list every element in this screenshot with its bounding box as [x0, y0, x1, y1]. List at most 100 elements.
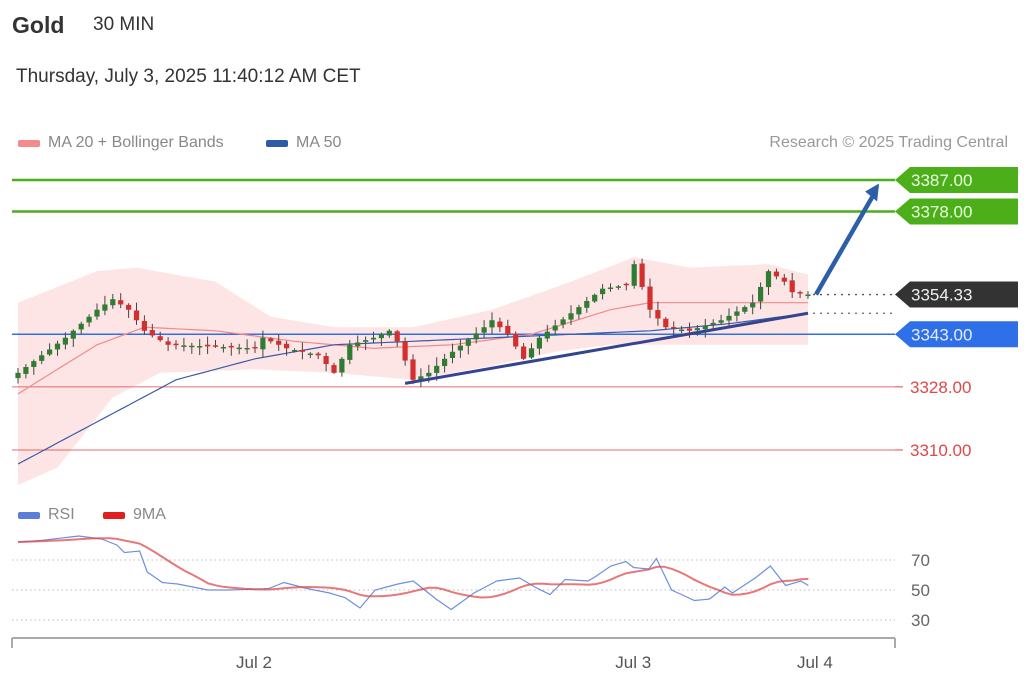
- candle: [126, 303, 132, 318]
- candle: [497, 317, 503, 332]
- candle-body: [157, 336, 163, 341]
- ma50-line: [17, 312, 809, 465]
- candle-body: [307, 353, 313, 356]
- candle: [47, 343, 53, 357]
- candle-body: [291, 350, 298, 352]
- candle: [765, 269, 772, 296]
- candle: [189, 342, 195, 354]
- candle: [268, 337, 274, 344]
- candle-body: [426, 372, 432, 377]
- candle: [78, 321, 84, 334]
- candle: [102, 295, 108, 316]
- timeframe-label[interactable]: 30 MIN: [93, 14, 155, 35]
- candle: [157, 331, 163, 342]
- candle-body: [252, 346, 258, 349]
- candle-body: [110, 299, 116, 306]
- candle-body: [750, 302, 756, 308]
- candle: [742, 305, 748, 314]
- candle: [94, 303, 100, 320]
- candle-body: [410, 359, 416, 380]
- candle: [607, 283, 614, 292]
- rsi-tick-label: 70: [911, 551, 930, 570]
- candle-body: [173, 343, 179, 346]
- candle-body: [118, 300, 124, 305]
- time-tick-label: Jul 2: [236, 653, 272, 672]
- candle-body: [765, 271, 772, 288]
- candle: [70, 329, 76, 347]
- candle-body: [647, 286, 653, 310]
- candle: [750, 294, 756, 315]
- arrow-head-icon: [865, 183, 880, 202]
- candle: [212, 339, 219, 348]
- candle: [284, 340, 290, 356]
- legend-ma50: MA 50: [266, 134, 341, 152]
- candle: [165, 337, 171, 352]
- candle-body: [355, 342, 361, 347]
- legend-ma20-label: MA 20 + Bollinger Bands: [48, 134, 224, 151]
- candle-body: [394, 331, 400, 342]
- legend-9ma: 9MA: [103, 506, 166, 524]
- candle-body: [141, 320, 147, 331]
- candle: [173, 340, 179, 350]
- candle-body: [47, 349, 53, 355]
- candle: [536, 335, 542, 355]
- level-value: 3343.00: [911, 325, 972, 344]
- candle-body: [805, 294, 811, 297]
- candle: [315, 352, 321, 360]
- candle-body: [726, 315, 732, 321]
- candle-body: [370, 337, 377, 340]
- candle: [197, 339, 203, 356]
- legend-rsi: RSI: [18, 506, 75, 524]
- candle-body: [165, 341, 171, 345]
- candle-body: [473, 333, 479, 340]
- candle: [15, 367, 21, 384]
- candle-body: [102, 304, 108, 311]
- candle: [54, 340, 61, 356]
- candle-body: [505, 325, 511, 335]
- rsi-tick-label: 50: [911, 581, 930, 600]
- ma50-swatch-icon: [266, 139, 288, 147]
- candle: [584, 296, 590, 313]
- candle: [805, 291, 811, 299]
- candle-body: [205, 344, 211, 347]
- candle: [734, 306, 740, 322]
- candle: [521, 342, 527, 361]
- level-tag: [895, 281, 1018, 308]
- candle-body: [552, 325, 558, 331]
- candle-body: [54, 343, 61, 350]
- candle: [758, 282, 764, 310]
- candle-body: [323, 356, 329, 365]
- candle-body: [260, 337, 266, 350]
- candle-body: [797, 292, 803, 294]
- candle-body: [758, 286, 764, 302]
- candle: [789, 273, 795, 298]
- candle: [718, 314, 724, 325]
- candle: [228, 342, 234, 356]
- rsi-line: [17, 535, 809, 611]
- level-label-3343.00: 3343.00: [895, 321, 1018, 348]
- candle-body: [773, 271, 779, 277]
- candle: [418, 368, 424, 388]
- instrument-title: Gold: [12, 12, 65, 38]
- candle: [623, 282, 629, 291]
- candle-body: [457, 345, 463, 351]
- candle-body: [623, 283, 629, 286]
- candle-body: [126, 304, 132, 310]
- candle: [323, 352, 329, 372]
- candle: [299, 342, 305, 360]
- candle: [528, 343, 535, 359]
- candle-body: [228, 345, 234, 348]
- candle-body: [284, 343, 290, 349]
- level-label-3387.00: 3387.00: [895, 167, 1018, 193]
- level-tag: [895, 321, 1018, 348]
- ma20-swatch-icon: [18, 139, 40, 147]
- candle-body: [339, 358, 345, 373]
- candle: [544, 324, 550, 342]
- credit-label: Research © 2025 Trading Central: [769, 134, 1008, 151]
- level-value: 3387.00: [911, 171, 972, 190]
- candle: [252, 341, 258, 353]
- rsi-ma-line: [17, 537, 809, 599]
- candle: [647, 278, 653, 319]
- candle-body: [607, 287, 614, 290]
